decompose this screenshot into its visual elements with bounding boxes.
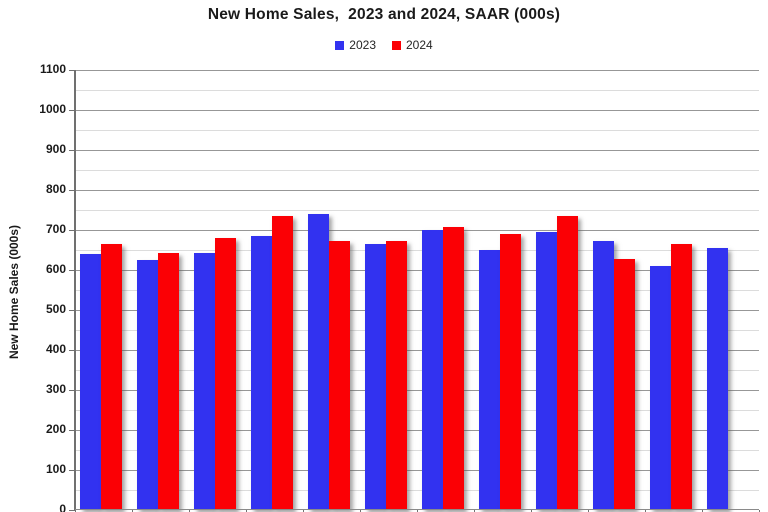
minor-gridline (75, 369, 759, 371)
x-axis-tick (417, 510, 418, 512)
y-tick-label: 100 (45, 462, 66, 476)
legend-swatch-2023-icon (335, 40, 345, 50)
y-axis-tick (69, 350, 75, 351)
y-axis-tick (69, 310, 75, 311)
minor-gridline (75, 409, 759, 411)
y-tick-label: 1100 (39, 62, 66, 76)
major-gridline (75, 389, 759, 391)
x-axis-tick (360, 510, 361, 512)
bar-2023 (308, 213, 329, 510)
minor-gridline (75, 129, 759, 131)
chart-title: New Home Sales, 2023 and 2024, SAAR (000… (207, 6, 561, 23)
y-axis-tick (69, 270, 75, 271)
major-gridline (75, 69, 759, 71)
minor-gridline (75, 329, 759, 331)
minor-gridline (75, 249, 759, 251)
legend-label-2024: 2024 (406, 38, 433, 52)
major-gridline (75, 229, 759, 231)
bar-2023 (422, 230, 443, 510)
x-axis-tick (474, 510, 475, 512)
bar-2023 (593, 241, 614, 510)
x-axis-tick (759, 510, 760, 512)
y-axis-tick (69, 150, 75, 151)
bar-2023 (536, 232, 557, 510)
x-axis-tick (303, 510, 304, 512)
y-tick-label: 700 (45, 222, 66, 236)
y-tick-label: 0 (59, 502, 66, 512)
y-tick-label: 800 (45, 182, 66, 196)
bar-2023 (251, 235, 272, 510)
y-axis-tick (69, 70, 75, 71)
legend-swatch-2024-icon (392, 40, 401, 50)
x-axis-tick (588, 510, 589, 512)
y-tick-label: 900 (45, 142, 66, 156)
bar-2024 (329, 241, 350, 510)
x-axis-tick (702, 510, 703, 512)
bar-2024 (158, 252, 179, 510)
x-axis-tick (75, 510, 76, 512)
legend-label-2023: 2023 (349, 38, 376, 52)
y-tick-label: 400 (45, 342, 66, 356)
bar-2023 (707, 248, 728, 510)
x-axis-tick (189, 510, 190, 512)
minor-gridline (75, 89, 759, 91)
x-axis-tick (132, 510, 133, 512)
y-tick-label: 1000 (39, 102, 66, 116)
major-gridline (75, 189, 759, 191)
bar-2024 (215, 237, 236, 510)
bar-2024 (557, 216, 578, 510)
y-axis-tick (69, 510, 75, 511)
bar-2024 (386, 240, 407, 510)
y-axis-tick (69, 190, 75, 191)
y-tick-label: 300 (45, 382, 66, 396)
major-gridline (75, 109, 759, 111)
major-gridline (75, 149, 759, 151)
major-gridline (75, 429, 759, 431)
major-gridline (75, 269, 759, 271)
x-axis-line (75, 508, 759, 510)
y-tick-label: 200 (45, 422, 66, 436)
legend-item-2024: 2024 (392, 38, 433, 52)
minor-gridline (75, 489, 759, 491)
y-axis-tick (69, 390, 75, 391)
bar-2023 (479, 250, 500, 510)
minor-gridline (75, 289, 759, 291)
y-axis-title: New Home Sales (000s) (7, 224, 21, 360)
x-axis-tick (531, 510, 532, 512)
bar-2023 (80, 254, 101, 510)
bar-2023 (650, 265, 671, 510)
legend: 2023 2024 (0, 38, 768, 52)
y-tick-label: 600 (45, 262, 66, 276)
y-tick-label: 500 (45, 302, 66, 316)
bar-2024 (272, 216, 293, 510)
bar-2024 (443, 227, 464, 510)
x-axis-tick (645, 510, 646, 512)
major-gridline (75, 469, 759, 471)
minor-gridline (75, 169, 759, 171)
y-axis-line (74, 70, 76, 510)
minor-gridline (75, 449, 759, 451)
x-axis-tick (246, 510, 247, 512)
major-gridline (75, 309, 759, 311)
y-axis-tick (69, 110, 75, 111)
y-axis-tick (69, 230, 75, 231)
bar-2024 (614, 259, 635, 510)
bar-2024 (101, 244, 122, 510)
y-axis-tick (69, 430, 75, 431)
bar-2023 (194, 252, 215, 510)
y-axis-tick (69, 470, 75, 471)
legend-item-2023: 2023 (335, 38, 376, 52)
major-gridline (75, 349, 759, 351)
bar-2023 (365, 243, 386, 510)
bar-2024 (671, 244, 692, 510)
bar-2024 (500, 234, 521, 510)
minor-gridline (75, 209, 759, 211)
bar-2023 (137, 260, 158, 510)
